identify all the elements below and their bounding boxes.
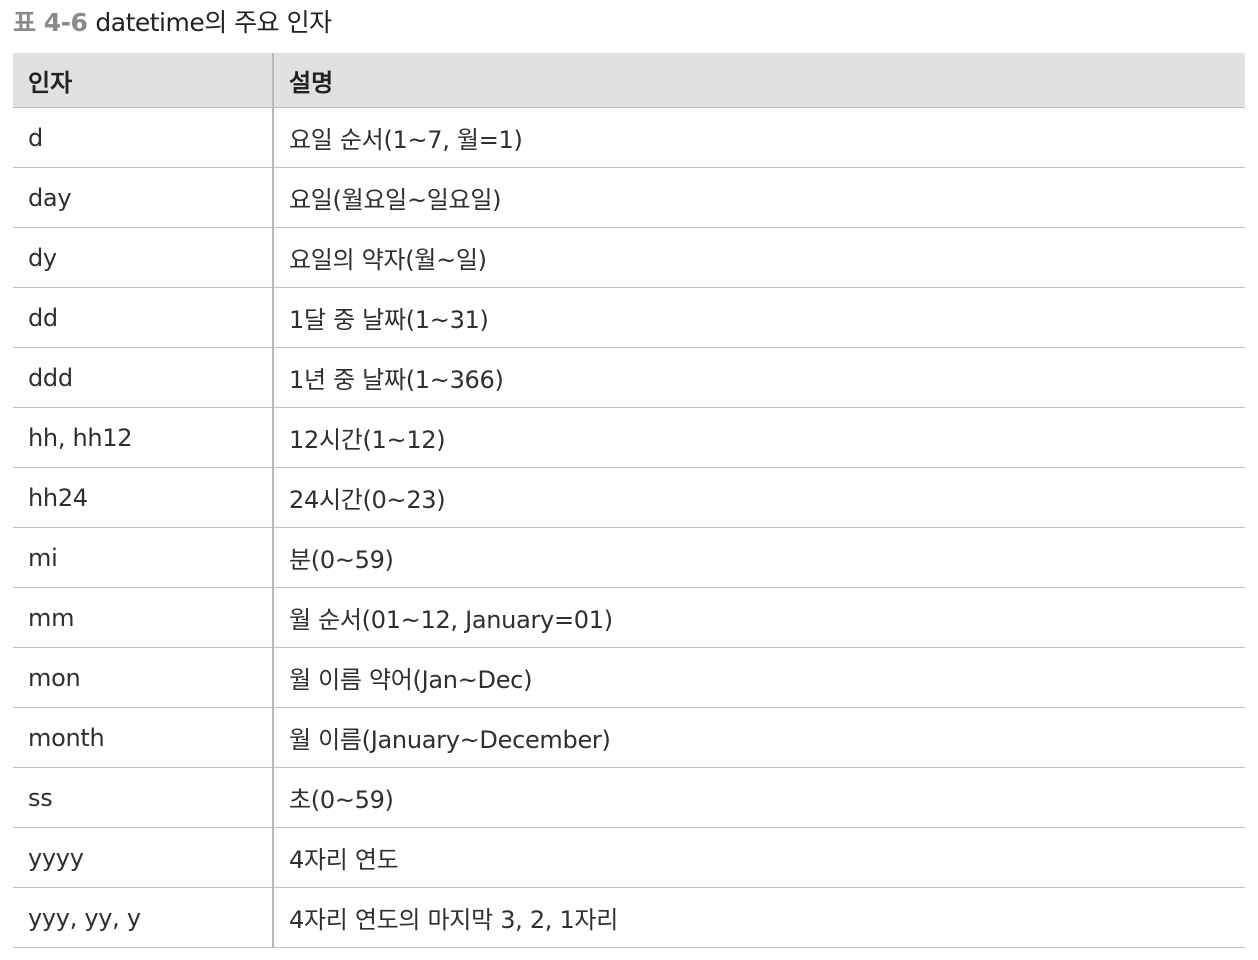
argument-cell: yyyy	[13, 827, 273, 888]
description-cell: 초(0~59)	[272, 767, 1245, 828]
table-number: 표 4-6	[13, 8, 88, 37]
argument-cell: mm	[13, 587, 273, 648]
table-row: yyy, yy, y 4자리 연도의 마지막 3, 2, 1자리	[13, 887, 1245, 948]
argument-cell: day	[13, 167, 273, 228]
table-body: d 요일 순서(1~7, 월=1) day 요일(월요일~일요일) dy 요일의 약자(월…	[13, 107, 1245, 948]
description-cell: 요일의 약자(월~일)	[272, 227, 1245, 288]
description-cell: 1년 중 날짜(1~366)	[272, 347, 1245, 408]
description-cell: 월 이름(January~December)	[272, 707, 1245, 768]
argument-cell: dy	[13, 227, 273, 288]
table-row: ss 초(0~59)	[13, 767, 1245, 828]
argument-cell: ss	[13, 767, 273, 828]
table-row: mm 월 순서(01~12, January=01)	[13, 587, 1245, 648]
table-row: month 월 이름(January~December)	[13, 707, 1245, 768]
column-header-argument: 인자	[13, 53, 273, 108]
table-header: 인자 설명	[13, 53, 1245, 108]
table-title: datetime의 주요 인자	[95, 8, 332, 37]
description-cell: 분(0~59)	[272, 527, 1245, 588]
header-row: 인자 설명	[13, 53, 1245, 108]
description-cell: 요일 순서(1~7, 월=1)	[272, 107, 1245, 168]
table-row: mi 분(0~59)	[13, 527, 1245, 588]
table-row: hh24 24시간(0~23)	[13, 467, 1245, 528]
table-row: ddd 1년 중 날짜(1~366)	[13, 347, 1245, 408]
datetime-arguments-table: 인자 설명 d 요일 순서(1~7, 월=1) day 요일(월요일~일요일) dy 요일…	[13, 53, 1245, 948]
argument-cell: month	[13, 707, 273, 768]
description-cell: 월 순서(01~12, January=01)	[272, 587, 1245, 648]
description-cell: 12시간(1~12)	[272, 407, 1245, 468]
table-caption: 표 4-6 datetime의 주요 인자	[13, 6, 332, 40]
argument-cell: hh24	[13, 467, 273, 528]
table-row: yyyy 4자리 연도	[13, 827, 1245, 888]
description-cell: 4자리 연도	[272, 827, 1245, 888]
argument-cell: hh, hh12	[13, 407, 273, 468]
description-cell: 4자리 연도의 마지막 3, 2, 1자리	[272, 887, 1245, 948]
table-row: dd 1달 중 날짜(1~31)	[13, 287, 1245, 348]
argument-cell: dd	[13, 287, 273, 348]
argument-cell: ddd	[13, 347, 273, 408]
table-row: day 요일(월요일~일요일)	[13, 167, 1245, 228]
column-header-description: 설명	[272, 53, 1245, 108]
table-row: dy 요일의 약자(월~일)	[13, 227, 1245, 288]
description-cell: 1달 중 날짜(1~31)	[272, 287, 1245, 348]
argument-cell: mi	[13, 527, 273, 588]
table-row: d 요일 순서(1~7, 월=1)	[13, 107, 1245, 168]
argument-cell: d	[13, 107, 273, 168]
argument-cell: yyy, yy, y	[13, 887, 273, 948]
description-cell: 24시간(0~23)	[272, 467, 1245, 528]
description-cell: 월 이름 약어(Jan~Dec)	[272, 647, 1245, 708]
table-row: mon 월 이름 약어(Jan~Dec)	[13, 647, 1245, 708]
description-cell: 요일(월요일~일요일)	[272, 167, 1245, 228]
table-row: hh, hh12 12시간(1~12)	[13, 407, 1245, 468]
argument-cell: mon	[13, 647, 273, 708]
